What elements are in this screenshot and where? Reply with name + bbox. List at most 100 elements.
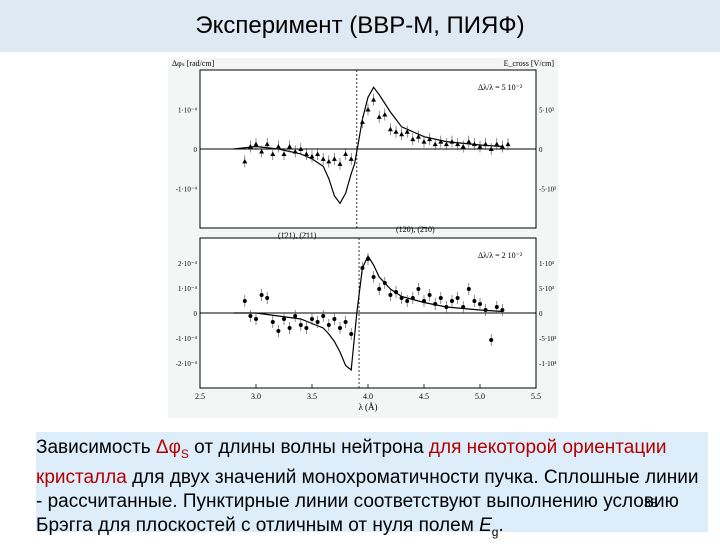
data-point xyxy=(247,144,253,149)
data-point xyxy=(410,296,415,300)
data-point xyxy=(343,320,348,324)
data-point xyxy=(371,97,377,102)
data-point xyxy=(494,305,499,309)
y-tick-left: 0 xyxy=(194,310,198,318)
data-point xyxy=(478,302,482,306)
y-tick-left: -1·10⁻⁴ xyxy=(176,335,198,343)
data-point xyxy=(359,119,365,124)
data-point xyxy=(500,308,505,312)
y-tick-left: 2·10⁻⁴ xyxy=(178,260,198,268)
data-point xyxy=(315,320,320,324)
data-point xyxy=(242,299,247,303)
caption-text: Зависимость ΔφS от длины волны нейтрона … xyxy=(36,432,708,544)
data-point xyxy=(427,136,433,142)
data-point xyxy=(472,299,477,303)
data-point xyxy=(461,305,466,309)
y-tick-left: -1·10⁻⁴ xyxy=(176,186,198,194)
y-tick-left: 0 xyxy=(194,146,198,154)
y-tick-right: -5·10³ xyxy=(539,335,556,343)
field-e-subscript: g xyxy=(491,524,499,539)
caption-part3: для двух значений монохроматичности пучк… xyxy=(36,466,699,536)
x-tick-label: 5.0 xyxy=(475,392,485,401)
data-point xyxy=(332,317,337,321)
data-point xyxy=(382,281,387,285)
data-point xyxy=(270,151,276,156)
data-point xyxy=(466,139,472,144)
field-e-letter: E xyxy=(479,514,492,536)
data-point xyxy=(488,146,494,151)
y-tick-right: 0 xyxy=(539,310,543,318)
data-point xyxy=(315,151,321,156)
data-point xyxy=(326,158,332,164)
data-point xyxy=(321,314,326,318)
y-tick-right: -1·10⁴ xyxy=(539,360,557,368)
data-point xyxy=(303,151,309,156)
data-point xyxy=(471,141,477,147)
y-tick-right: -5·10³ xyxy=(539,186,556,194)
data-point xyxy=(376,114,382,119)
top-plot: 1·10⁻⁴ 0 -1·10⁻⁴ 5·10³ 0 -5·10³ Δλ/λ = 5 10⁻² Δ… xyxy=(172,59,556,240)
x-tick-label: 4.5 xyxy=(419,392,429,401)
data-point xyxy=(466,287,471,291)
x-tick-label: 3.0 xyxy=(251,392,261,401)
resolution-annotation: Δλ/λ = 5 10⁻² xyxy=(478,83,523,92)
y-axis-label-right: E_cross [V/cm] xyxy=(504,59,555,68)
data-point xyxy=(309,153,315,159)
data-point xyxy=(483,308,488,312)
data-point xyxy=(293,314,298,318)
caption-orientation: для некоторой ориентации кристалла xyxy=(36,437,667,488)
data-point xyxy=(366,257,370,261)
data-point xyxy=(394,290,398,294)
data-point xyxy=(410,136,416,142)
data-point xyxy=(443,141,449,147)
data-point xyxy=(477,144,483,149)
data-point xyxy=(405,299,410,303)
data-point xyxy=(421,139,427,144)
data-point xyxy=(489,338,494,342)
data-point xyxy=(281,151,287,156)
data-point xyxy=(455,296,460,300)
delta-phi-subscript: S xyxy=(180,446,189,461)
x-tick-label: 5.5 xyxy=(531,392,541,401)
y-tick-left: 1·10⁻⁴ xyxy=(178,285,198,293)
data-point xyxy=(276,329,281,333)
data-point xyxy=(264,141,270,147)
y-tick-right: 5·10³ xyxy=(539,285,554,293)
caption-part1: Зависимость xyxy=(36,437,156,458)
data-point xyxy=(365,107,371,112)
data-point xyxy=(275,144,281,149)
data-point xyxy=(259,148,265,154)
data-point xyxy=(387,126,393,132)
data-point xyxy=(438,139,444,144)
data-point xyxy=(427,293,432,297)
data-point xyxy=(292,148,298,154)
data-point xyxy=(287,326,292,330)
figure-panel: 1·10⁻⁴ 0 -1·10⁻⁴ 5·10³ 0 -5·10³ Δλ/λ = 5 10⁻² Δ… xyxy=(168,58,558,418)
data-point xyxy=(483,141,489,147)
data-point xyxy=(404,129,410,134)
data-point xyxy=(377,287,382,291)
caption-period: . xyxy=(498,514,504,536)
x-axis-label: λ (Å) xyxy=(358,402,377,412)
x-tick-label: 2.5 xyxy=(195,392,205,401)
data-point xyxy=(388,293,393,297)
data-point xyxy=(438,296,443,300)
title-bar: Эксперимент (ВВР-М, ПИЯФ) xyxy=(0,0,720,52)
data-point xyxy=(326,323,331,327)
data-point xyxy=(382,111,388,117)
data-point xyxy=(349,332,354,336)
resolution-annotation: Δλ/λ = 2 10⁻² xyxy=(478,251,523,260)
bragg-label-left: (1̄21), (2̄11) xyxy=(278,231,317,240)
data-point xyxy=(494,141,500,147)
data-point xyxy=(343,151,349,156)
x-tick-label: 4.0 xyxy=(363,392,373,401)
data-point xyxy=(450,299,454,303)
data-point xyxy=(298,146,304,151)
data-point xyxy=(348,156,354,161)
data-point xyxy=(265,296,270,300)
data-point xyxy=(287,144,293,149)
y-tick-left: 1·10⁻⁴ xyxy=(178,107,198,115)
data-point xyxy=(304,326,309,330)
data-point xyxy=(444,305,449,309)
data-point xyxy=(433,302,438,306)
